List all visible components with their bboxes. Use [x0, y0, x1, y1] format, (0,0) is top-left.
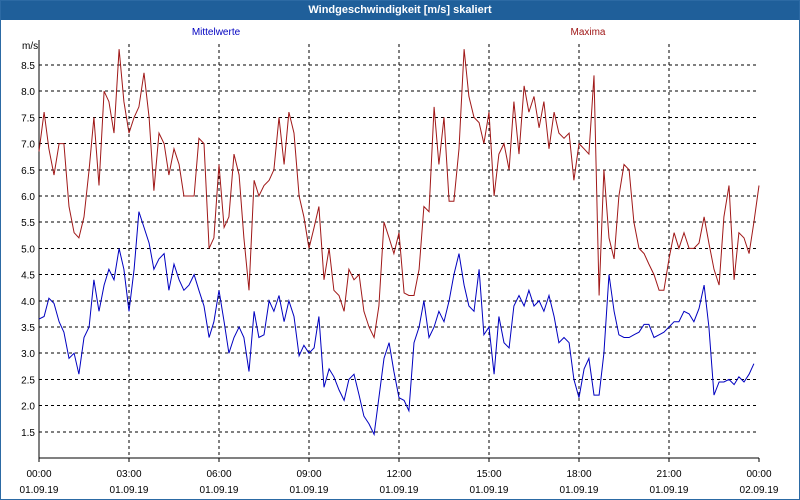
axes	[38, 40, 760, 462]
series-line-maxima	[38, 49, 760, 340]
y-tick-label: 5.0	[21, 244, 35, 255]
y-tick-label: 1.5	[21, 428, 35, 439]
y-tick-label: 7.5	[21, 113, 35, 124]
series-lines	[38, 49, 760, 437]
y-tick-label: 4.5	[21, 271, 35, 282]
y-tick-label: 8.5	[21, 61, 35, 72]
x-tick-date: 02.09.19	[740, 485, 779, 496]
y-tick-label: 6.5	[21, 166, 35, 177]
x-tick-time: 09:00	[296, 469, 321, 480]
y-tick-label: 5.5	[21, 218, 35, 229]
x-tick-date: 01.09.19	[380, 485, 419, 496]
x-tick-date: 01.09.19	[200, 485, 239, 496]
x-tick-time: 21:00	[656, 469, 681, 480]
x-tick-time: 03:00	[116, 469, 141, 480]
y-tick-label: 7.0	[21, 140, 35, 151]
x-tick-time: 00:00	[746, 469, 771, 480]
x-tick-time: 12:00	[386, 469, 411, 480]
y-tick-label: 8.0	[21, 87, 35, 98]
x-tick-time: 15:00	[476, 469, 501, 480]
y-tick-label: 2.5	[21, 375, 35, 386]
x-tick-date: 01.09.19	[110, 485, 149, 496]
x-tick-date: 01.09.19	[650, 485, 689, 496]
x-tick-time: 18:00	[566, 469, 591, 480]
x-tick-date: 01.09.19	[290, 485, 329, 496]
legend-maxima: Maxima	[570, 27, 605, 38]
x-tick-date: 01.09.19	[20, 485, 59, 496]
grid-lines	[39, 44, 759, 458]
x-tick-date: 01.09.19	[560, 485, 599, 496]
x-tick-date: 01.09.19	[470, 485, 509, 496]
y-tick-label: 2.0	[21, 402, 35, 413]
x-tick-time: 06:00	[206, 469, 231, 480]
y-tick-label: 3.0	[21, 349, 35, 360]
y-tick-label: 4.0	[21, 297, 35, 308]
window-title: Windgeschwindigkeit [m/s] skaliert	[1, 1, 799, 20]
x-tick-time: 00:00	[26, 469, 51, 480]
legend-mittelwerte: Mittelwerte	[192, 27, 241, 38]
y-tick-labels: 1.5 2.0 2.5 3.0 3.5 4.0 4.5 5.0 5.5 6.0 6.5 7.0 7.5 8…	[21, 61, 35, 439]
y-tick-label: 3.5	[21, 323, 35, 334]
y-tick-label: 6.0	[21, 192, 35, 203]
y-axis-unit-label: m/s	[22, 41, 38, 52]
x-tick-labels: 00:00 01.09.19 03:00 01.09.19 06:00 01.09.19 0…	[20, 469, 779, 496]
series-line-mittelwerte	[38, 211, 755, 437]
